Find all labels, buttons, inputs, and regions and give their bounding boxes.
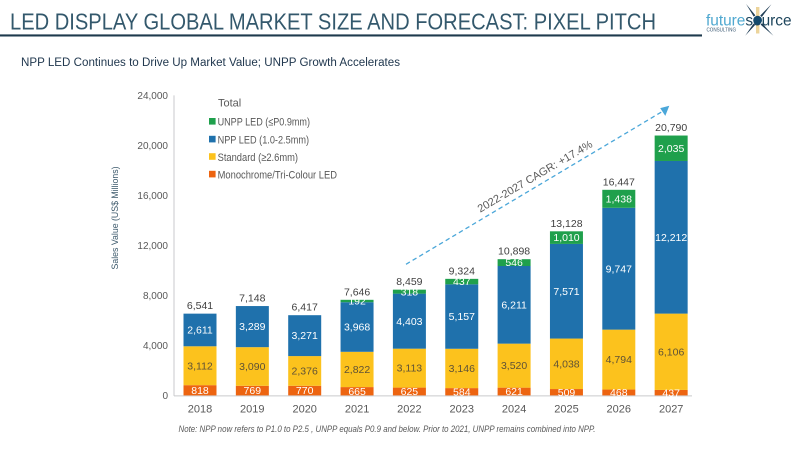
svg-text:1,010: 1,010: [553, 232, 579, 244]
svg-text:437: 437: [453, 276, 471, 288]
svg-text:3,289: 3,289: [239, 321, 265, 333]
svg-text:24,000: 24,000: [137, 91, 168, 102]
svg-text:4,000: 4,000: [143, 341, 168, 352]
svg-text:9,747: 9,747: [606, 263, 632, 275]
svg-text:NPP LED (1.0-2.5mm): NPP LED (1.0-2.5mm): [218, 134, 309, 146]
svg-text:4,403: 4,403: [396, 316, 422, 328]
svg-text:6,417: 6,417: [292, 302, 318, 314]
svg-text:16,447: 16,447: [603, 176, 635, 188]
svg-text:7,148: 7,148: [239, 293, 265, 305]
svg-text:3,113: 3,113: [397, 363, 423, 375]
svg-text:UNPP LED (≤P0.9mm): UNPP LED (≤P0.9mm): [218, 117, 310, 129]
svg-text:192: 192: [348, 296, 366, 308]
svg-text:2,611: 2,611: [187, 325, 213, 337]
svg-text:Sales Value (US$ Millions): Sales Value (US$ Millions): [110, 167, 121, 270]
svg-text:3,520: 3,520: [501, 360, 527, 372]
svg-text:6,106: 6,106: [658, 346, 684, 358]
svg-text:5,157: 5,157: [449, 311, 475, 323]
svg-text:9,324: 9,324: [449, 265, 475, 277]
svg-text:2021: 2021: [345, 404, 369, 416]
svg-text:3,146: 3,146: [449, 363, 475, 375]
svg-text:318: 318: [401, 286, 419, 298]
svg-text:Monochrome/Tri-Colour LED: Monochrome/Tri-Colour LED: [218, 169, 337, 181]
svg-text:NPP LED Continues to Drive Up: NPP LED Continues to Drive Up Market Val…: [21, 57, 400, 69]
svg-text:6,541: 6,541: [187, 300, 213, 312]
svg-text:CONSULTING: CONSULTING: [707, 28, 737, 34]
svg-text:2024: 2024: [502, 404, 526, 416]
svg-text:Note: NPP now refers to P1.0 t: Note: NPP now refers to P1.0 to P2.5 , U…: [179, 424, 596, 434]
svg-text:2027: 2027: [659, 404, 683, 416]
svg-text:12,212: 12,212: [655, 232, 687, 244]
svg-text:2026: 2026: [607, 404, 631, 416]
svg-text:13,128: 13,128: [550, 218, 582, 230]
svg-text:4,794: 4,794: [606, 354, 632, 366]
svg-text:509: 509: [558, 387, 576, 399]
svg-text:818: 818: [191, 385, 209, 397]
svg-text:3,271: 3,271: [292, 330, 318, 342]
svg-text:3,112: 3,112: [187, 360, 213, 372]
svg-text:769: 769: [244, 385, 262, 397]
svg-text:4,038: 4,038: [553, 358, 579, 370]
svg-text:546: 546: [505, 257, 523, 269]
svg-text:12,000: 12,000: [137, 241, 168, 252]
svg-text:6,211: 6,211: [501, 299, 527, 311]
svg-text:20,000: 20,000: [137, 141, 168, 152]
svg-text:7,646: 7,646: [344, 286, 370, 298]
svg-text:2,035: 2,035: [658, 143, 684, 155]
svg-text:625: 625: [401, 386, 419, 398]
svg-text:2,376: 2,376: [292, 366, 318, 378]
svg-text:2023: 2023: [450, 404, 474, 416]
svg-text:437: 437: [662, 387, 680, 399]
svg-text:468: 468: [610, 387, 628, 399]
svg-text:1,438: 1,438: [606, 193, 632, 205]
svg-text:621: 621: [505, 386, 523, 398]
svg-text:10,898: 10,898: [498, 246, 530, 258]
svg-text:3,968: 3,968: [344, 322, 370, 334]
svg-text:LED DISPLAY GLOBAL MARKET SIZE: LED DISPLAY GLOBAL MARKET SIZE AND FOREC…: [10, 9, 656, 35]
svg-text:20,790: 20,790: [655, 122, 687, 134]
svg-text:2022: 2022: [397, 404, 421, 416]
svg-text:16,000: 16,000: [137, 191, 168, 202]
svg-text:3,090: 3,090: [239, 361, 265, 373]
svg-text:584: 584: [453, 386, 471, 398]
svg-text:770: 770: [296, 385, 314, 397]
svg-text:0: 0: [162, 391, 168, 402]
svg-text:2,822: 2,822: [344, 364, 370, 376]
svg-text:7,571: 7,571: [553, 286, 579, 298]
svg-text:2019: 2019: [240, 404, 264, 416]
svg-text:2025: 2025: [554, 404, 578, 416]
svg-text:Standard (≥2.6mm): Standard (≥2.6mm): [218, 152, 298, 164]
svg-text:8,000: 8,000: [143, 291, 168, 302]
svg-text:Total: Total: [218, 97, 241, 109]
svg-text:665: 665: [348, 386, 366, 398]
svg-text:2018: 2018: [188, 404, 212, 416]
svg-text:8,459: 8,459: [396, 276, 422, 288]
svg-text:2020: 2020: [292, 404, 316, 416]
